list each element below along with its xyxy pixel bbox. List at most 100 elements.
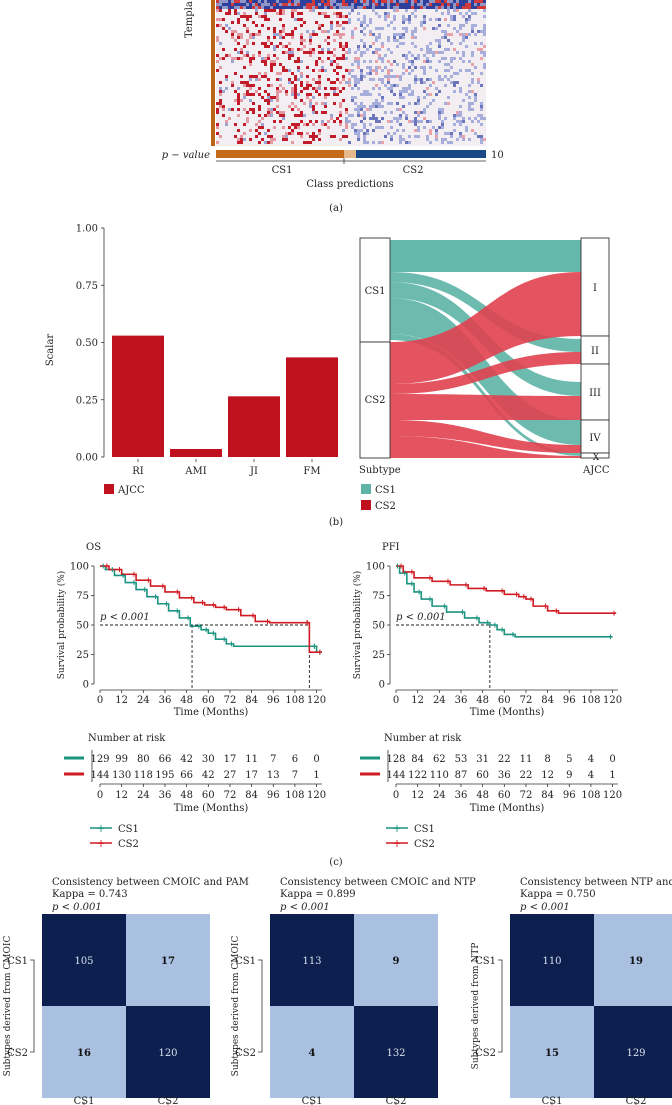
heatmap-cell <box>249 0 252 3</box>
heatmap-cell <box>225 30 228 33</box>
heatmap-cell <box>441 30 444 33</box>
heatmap-cell <box>345 69 348 72</box>
heatmap-cell <box>351 63 354 66</box>
heatmap-cell <box>240 99 243 102</box>
km-y-tick-label: 100 <box>366 562 385 573</box>
heatmap-cell <box>348 51 351 54</box>
heatmap-cell <box>390 102 393 105</box>
heatmap-cell <box>444 48 447 51</box>
heatmap-cell <box>354 132 357 135</box>
heatmap-cell <box>426 93 429 96</box>
heatmap-cell <box>363 90 366 93</box>
heatmap-cell <box>237 108 240 111</box>
heatmap-cell <box>381 99 384 102</box>
heatmap-cell <box>360 30 363 33</box>
heatmap-cell <box>327 3 330 6</box>
heatmap-cell <box>444 57 447 60</box>
heatmap-cell <box>339 111 342 114</box>
heatmap-cell <box>408 0 411 3</box>
km-x-tick-label: 0 <box>97 695 103 706</box>
heatmap-cell <box>318 69 321 72</box>
heatmap-cell <box>411 90 414 93</box>
heatmap-cell <box>357 3 360 6</box>
heatmap-cell <box>276 96 279 99</box>
bar-ri <box>112 335 164 457</box>
heatmap-cell <box>420 120 423 123</box>
risk-cs1-value: 22 <box>498 754 511 765</box>
heatmap-cell <box>354 0 357 3</box>
heatmap-cell <box>228 27 231 30</box>
matrix-row-label: CS1 <box>7 956 28 967</box>
heatmap-cell <box>450 18 453 21</box>
heatmap-cell <box>285 6 288 9</box>
flow-cs2-I <box>390 272 581 384</box>
heatmap-cell <box>399 33 402 36</box>
heatmap-cell <box>318 81 321 84</box>
heatmap-cell <box>342 33 345 36</box>
pvalue-max: 10 <box>491 150 504 161</box>
heatmap-cell <box>420 21 423 24</box>
heatmap-cell <box>393 36 396 39</box>
heatmap-cell <box>246 84 249 87</box>
heatmap-cell <box>363 75 366 78</box>
heatmap-cell <box>309 42 312 45</box>
heatmap-cell <box>228 9 231 12</box>
km-x-tick-label: 24 <box>433 695 446 706</box>
heatmap-cell <box>276 99 279 102</box>
heatmap-cell <box>408 120 411 123</box>
heatmap-cell <box>363 18 366 21</box>
heatmap-cell <box>405 114 408 117</box>
heatmap-cell <box>387 72 390 75</box>
heatmap-cell <box>327 36 330 39</box>
heatmap-cell <box>330 51 333 54</box>
heatmap-cell <box>342 135 345 138</box>
heatmap-cell <box>348 0 351 3</box>
bar-legend-label: AJCC <box>117 485 145 496</box>
heatmap-cell <box>252 21 255 24</box>
heatmap-cell <box>243 108 246 111</box>
heatmap-cell <box>309 135 312 138</box>
heatmap-cell <box>405 117 408 120</box>
matrix-title: Consistency between CMOIC and PAM <box>52 877 249 888</box>
heatmap-cell <box>351 87 354 90</box>
heatmap-cell <box>408 15 411 18</box>
node-label-IV: IV <box>589 433 601 444</box>
heatmap-ylabel: Templa <box>184 1 195 38</box>
heatmap-cell <box>273 33 276 36</box>
heatmap-cell <box>345 21 348 24</box>
heatmap-cell <box>354 123 357 126</box>
heatmap-cell <box>390 6 393 9</box>
heatmap-cell <box>246 39 249 42</box>
heatmap-cell <box>405 18 408 21</box>
heatmap-cell <box>327 57 330 60</box>
heatmap-cell <box>216 126 219 129</box>
heatmap-cell <box>375 105 378 108</box>
heatmap-cell <box>333 87 336 90</box>
heatmap-cell <box>300 24 303 27</box>
heatmap-cell <box>432 27 435 30</box>
heatmap-cell <box>261 60 264 63</box>
heatmap-cell <box>216 141 219 144</box>
matrix-pvalue: p < 0.001 <box>52 902 102 913</box>
heatmap-cell <box>402 36 405 39</box>
heatmap-cell <box>456 120 459 123</box>
heatmap-cell <box>351 75 354 78</box>
heatmap-cell <box>363 135 366 138</box>
heatmap-cell <box>342 99 345 102</box>
risk-cs1-value: 11 <box>245 754 258 765</box>
heatmap-cell <box>219 18 222 21</box>
risk-cs2-value: 22 <box>520 770 533 781</box>
heatmap-cell <box>420 66 423 69</box>
matrix-value: 16 <box>77 1048 91 1059</box>
heatmap-cell <box>402 6 405 9</box>
heatmap-cell <box>216 132 219 135</box>
heatmap-cell <box>336 3 339 6</box>
heatmap-cell <box>384 111 387 114</box>
km-y-tick-label: 50 <box>76 621 89 632</box>
heatmap-cell <box>348 21 351 24</box>
heatmap-cell <box>330 27 333 30</box>
heatmap-cell <box>327 51 330 54</box>
panel-a: Templa p − value 10 CS1 CS2 Class predic… <box>162 0 504 214</box>
heatmap-cell <box>375 3 378 6</box>
heatmap-cell <box>357 18 360 21</box>
